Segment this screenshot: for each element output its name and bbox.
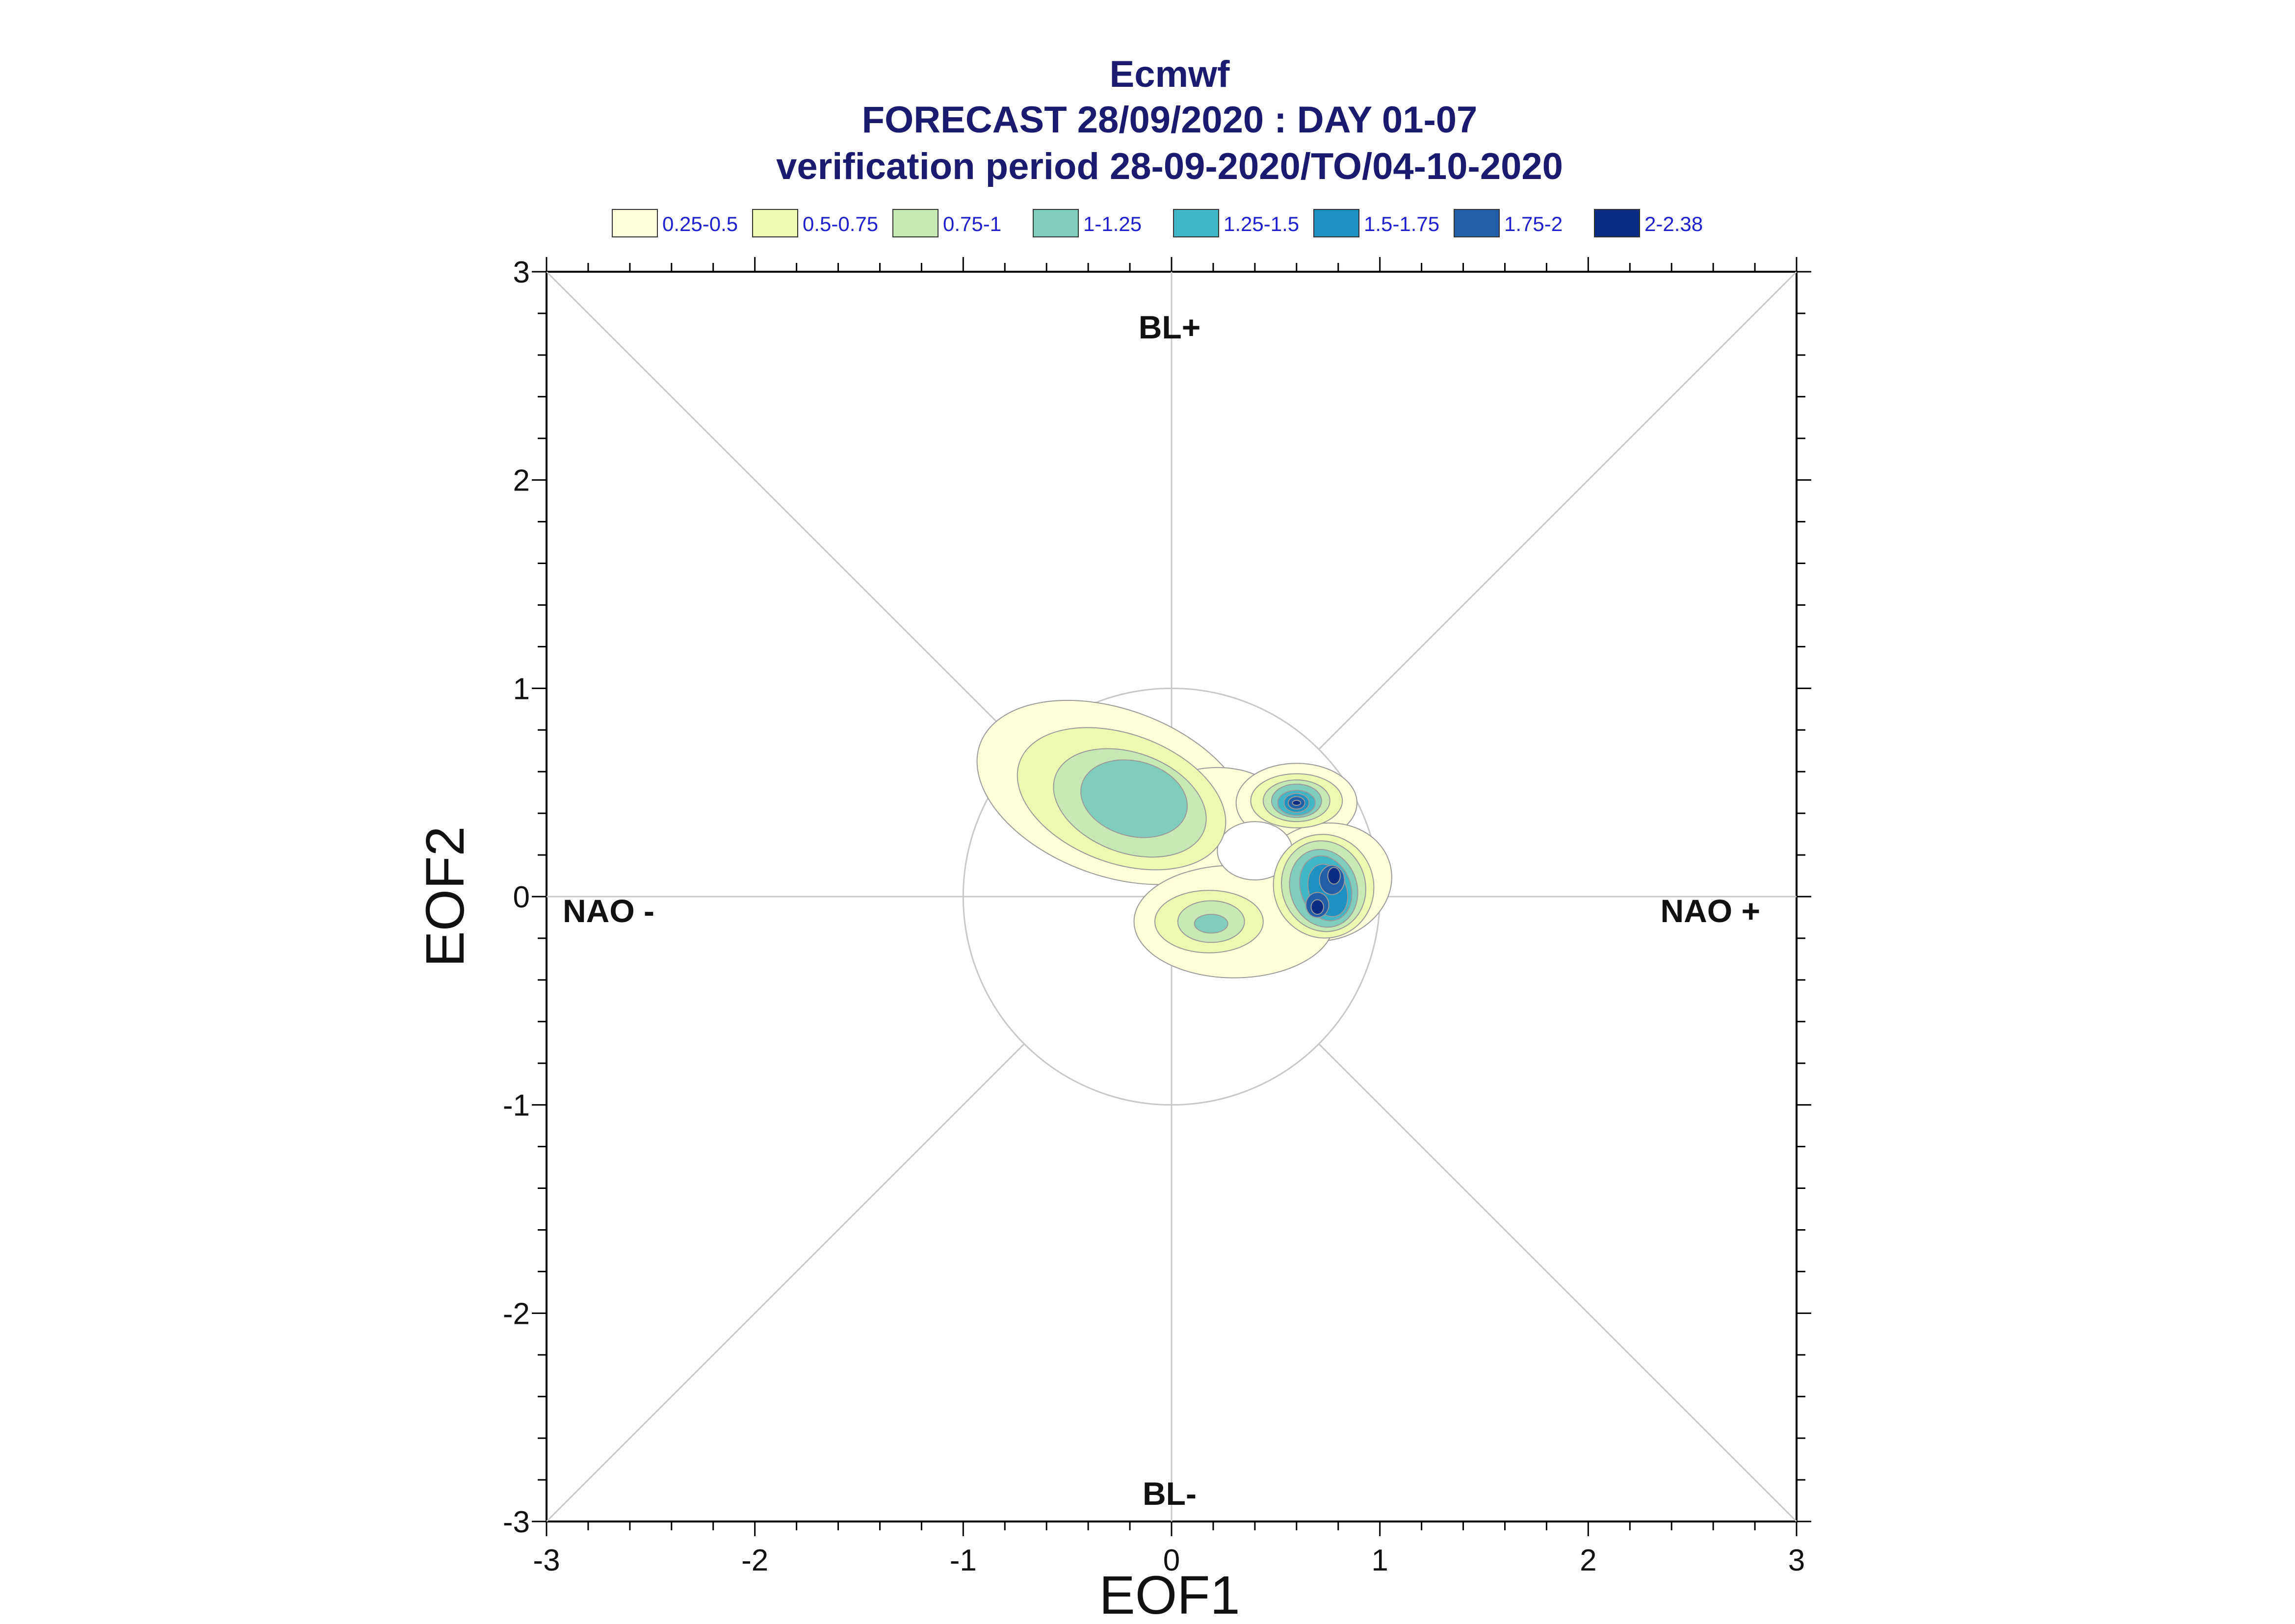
legend-swatch (1594, 209, 1640, 237)
legend-label: 1-1.25 (1083, 212, 1142, 235)
density-contour (1292, 799, 1302, 806)
y-tick-label: -2 (503, 1297, 530, 1331)
y-tick-label: 1 (513, 672, 530, 706)
diagonal-guide-line (1318, 1043, 1798, 1522)
legend-swatch (612, 209, 658, 237)
legend-label: 0.25-0.5 (662, 212, 738, 235)
y-tick-label: 0 (513, 880, 530, 914)
y-tick-label: -1 (503, 1089, 530, 1123)
legend-label: 1.25-1.5 (1224, 212, 1299, 235)
legend-swatch (1033, 209, 1079, 237)
density-contours (976, 699, 1392, 979)
y-axis-title: EOF2 (415, 826, 475, 967)
regime-label-bl-plus: BL+ (1139, 309, 1201, 345)
x-tick-label: 0 (1163, 1544, 1180, 1577)
legend-label: 0.75-1 (943, 212, 1001, 235)
plot-area: -3 -2 -1 0 1 2 3 -3 -2 -1 0 1 2 3 (503, 256, 1811, 1577)
title-line-1: Ecmwf (1110, 53, 1230, 95)
diagonal-guide-line (1318, 271, 1798, 750)
legend-swatch (1173, 209, 1219, 237)
legend-label: 0.5-0.75 (803, 212, 878, 235)
y-tick-label: -3 (503, 1505, 530, 1539)
legend-label: 2-2.38 (1644, 212, 1703, 235)
x-tick-label: 3 (1788, 1544, 1805, 1577)
x-tick-label: 1 (1371, 1544, 1388, 1577)
chart-title: Ecmwf FORECAST 28/09/2020 : DAY 01-07 ve… (776, 53, 1563, 187)
regime-label-bl-minus: BL- (1143, 1475, 1197, 1512)
axis-ticks: -3 -2 -1 0 1 2 3 -3 -2 -1 0 1 2 3 (503, 256, 1811, 1577)
legend-label: 1.75-2 (1504, 212, 1563, 235)
legend-label: 1.5-1.75 (1364, 212, 1439, 235)
regime-label-nao-minus: NAO - (563, 893, 654, 929)
density-contour (1327, 867, 1341, 885)
density-contour (1310, 899, 1325, 915)
diagonal-guide-line (546, 271, 1025, 750)
density-contour (1194, 914, 1228, 934)
x-axis-title: EOF1 (1099, 1565, 1240, 1624)
x-tick-label: -1 (950, 1544, 977, 1577)
y-tick-label: 3 (513, 256, 530, 289)
y-tick-label: 2 (513, 464, 530, 498)
legend-swatch (1313, 209, 1359, 237)
title-line-3: verification period 28-09-2020/TO/04-10-… (776, 146, 1563, 187)
x-tick-label: -2 (741, 1544, 768, 1577)
title-line-2: FORECAST 28/09/2020 : DAY 01-07 (862, 99, 1478, 141)
diagonal-guide-line (546, 1043, 1025, 1522)
legend-swatch (752, 209, 798, 237)
legend-swatch (1454, 209, 1500, 237)
x-tick-label: -3 (533, 1544, 560, 1577)
legend: 0.25-0.5 0.5-0.75 0.75-1 1-1.25 1.25-1.5 1.5-… (612, 209, 1703, 237)
x-tick-label: 2 (1580, 1544, 1596, 1577)
regime-label-nao-plus: NAO + (1660, 893, 1760, 929)
legend-swatch (892, 209, 939, 237)
density-contour (1080, 759, 1188, 838)
